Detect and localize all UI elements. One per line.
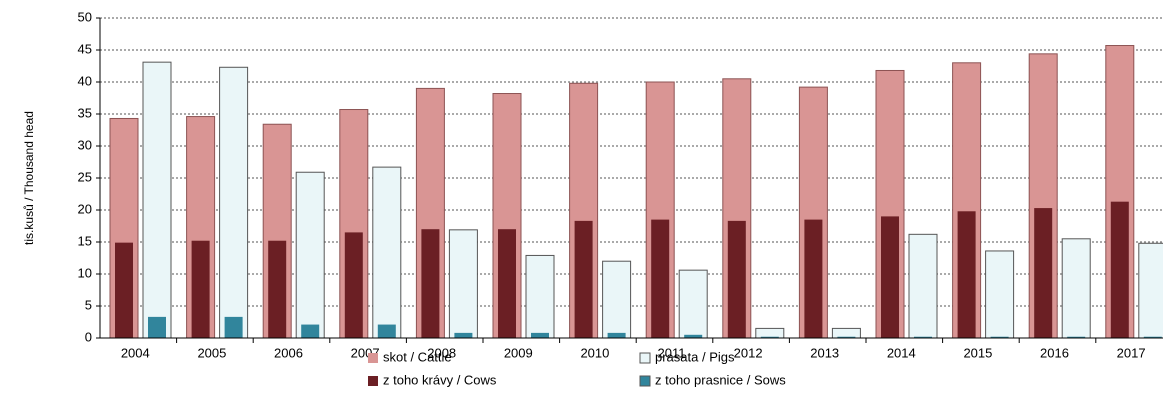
bar [1034,208,1053,338]
y-tick-label: 10 [78,265,92,280]
y-tick-label: 0 [85,329,92,344]
x-tick-label: 2013 [810,345,839,360]
x-tick-label: 2014 [887,345,916,360]
y-tick-label: 5 [85,297,92,312]
x-tick-label: 2011 [658,345,686,360]
y-tick-label: 45 [78,41,92,56]
bar [531,332,549,338]
bar [1138,242,1163,339]
legend-swatch [368,353,378,363]
legend-swatch [639,352,651,364]
legend-label: z toho prasnice / Sows [655,372,786,387]
bar [760,336,779,338]
x-tick-label: 2008 [427,345,456,360]
bar [268,240,287,338]
bar [115,242,133,338]
bar [525,254,555,339]
bar [651,219,670,338]
x-tick-label: 2004 [121,345,150,360]
bar [295,171,325,339]
x-tick-label: 2015 [963,345,992,360]
y-tick-label: 35 [78,105,92,120]
bar [377,324,396,338]
bar [421,229,440,338]
bar [1061,238,1091,339]
bar [602,260,632,339]
x-tick-label: 2012 [734,345,763,360]
legend-swatch [639,375,651,387]
bar [498,229,516,338]
bar [755,327,785,339]
bar [448,229,478,339]
y-axis-label: tis.kusů / Thousand head [22,111,36,245]
y-tick-label: 15 [78,233,92,248]
legend-label: prasata / Pigs [655,349,735,364]
bar [607,332,626,338]
bar [219,66,249,339]
bar [1067,336,1086,338]
bar [985,250,1015,339]
bar [148,316,166,338]
x-tick-label: 2016 [1040,345,1069,360]
x-tick-label: 2009 [504,345,533,360]
y-tick-label: 30 [78,137,92,152]
bar [804,219,823,338]
legend-label: z toho krávy / Cows [383,372,497,387]
bar [914,336,932,338]
bar [990,336,1009,338]
bar [1110,201,1129,338]
y-tick-label: 20 [78,201,92,216]
bar [372,166,402,339]
bar [881,216,899,338]
legend-label: skot / Cattle [383,349,452,364]
x-tick-label: 2005 [197,345,226,360]
x-tick-label: 2010 [580,345,609,360]
x-tick-label: 2006 [274,345,303,360]
bar [957,211,976,338]
bar [684,334,703,338]
y-tick-label: 50 [78,9,92,24]
bar [574,220,593,338]
bar [837,336,856,338]
y-tick-label: 25 [78,169,92,184]
bar [678,269,708,339]
bar [908,233,938,339]
bar [191,240,210,338]
bar [1143,336,1162,338]
x-tick-label: 2017 [1117,345,1146,360]
bar [142,61,172,339]
legend-swatch [368,376,378,386]
bar [344,232,363,338]
bar [454,332,473,338]
bar [301,324,320,338]
bar [727,220,746,338]
y-tick-label: 40 [78,73,92,88]
bar [224,316,243,338]
bar [831,327,861,339]
